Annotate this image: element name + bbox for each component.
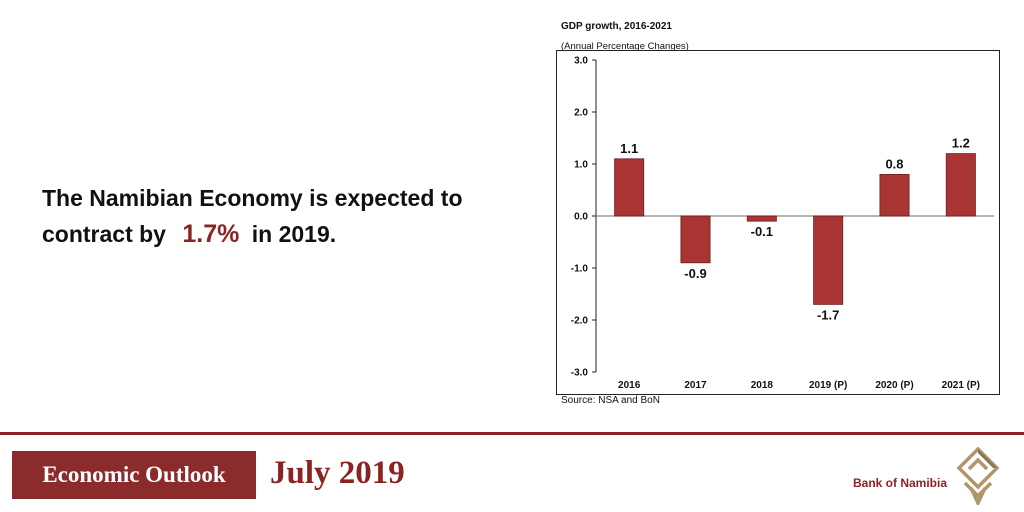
bar-2016 xyxy=(614,158,645,217)
headline-text: The Namibian Economy is expected to cont… xyxy=(42,185,463,247)
bank-of-namibia-logo-icon xyxy=(956,447,1000,505)
report-date: July 2019 xyxy=(270,455,405,491)
y-tick-label: -1.0 xyxy=(571,264,589,275)
bank-name: Bank of Namibia xyxy=(853,476,948,490)
data-label: 1.2 xyxy=(952,136,970,151)
x-tick-label: 2016 xyxy=(618,380,641,391)
x-tick-label: 2019 (P) xyxy=(809,380,847,391)
data-label: -1.7 xyxy=(817,307,839,322)
bar-2018 xyxy=(746,215,777,222)
y-tick-label: 0.0 xyxy=(574,212,588,223)
headline-text-after: in 2019. xyxy=(251,221,337,247)
headline: The Namibian Economy is expected to cont… xyxy=(42,180,522,252)
chart-frame xyxy=(556,50,1000,395)
data-label: 0.8 xyxy=(885,156,903,171)
data-label: 1.1 xyxy=(620,141,638,156)
y-tick-label: 1.0 xyxy=(574,160,588,171)
economic-outlook-banner: Economic Outlook xyxy=(12,451,256,499)
x-tick-label: 2018 xyxy=(751,380,774,391)
x-tick-label: 2020 (P) xyxy=(875,380,913,391)
gdp-growth-chart: 3.0 2.0 1.0 0.0 -1.0 -2.0 -3.0 1.1 2016 -0.9 2017 -… xyxy=(556,50,1000,395)
bar-2017 xyxy=(680,215,711,264)
y-tick-label: -3.0 xyxy=(571,368,589,379)
y-tick-label: -2.0 xyxy=(571,316,589,327)
economic-outlook-label: Economic Outlook xyxy=(42,462,226,487)
headline-highlight: 1.7% xyxy=(182,220,240,248)
x-tick-label: 2017 xyxy=(684,380,707,391)
chart-source: Source: NSA and BoN xyxy=(561,395,660,406)
data-label: -0.1 xyxy=(751,224,773,239)
y-tick-label: 2.0 xyxy=(574,108,588,119)
bar-2019 (P) xyxy=(813,215,844,305)
chart-subtitle: (Annual Percentage Changes) xyxy=(561,41,689,52)
chart-title: GDP growth, 2016-2021 xyxy=(561,21,672,32)
bar-2021 (P) xyxy=(945,153,976,217)
bar-2020 (P) xyxy=(879,174,910,217)
footer-divider xyxy=(0,432,1024,435)
data-label: -0.9 xyxy=(684,266,706,281)
x-tick-label: 2021 (P) xyxy=(942,380,980,391)
y-tick-label: 3.0 xyxy=(574,56,588,67)
